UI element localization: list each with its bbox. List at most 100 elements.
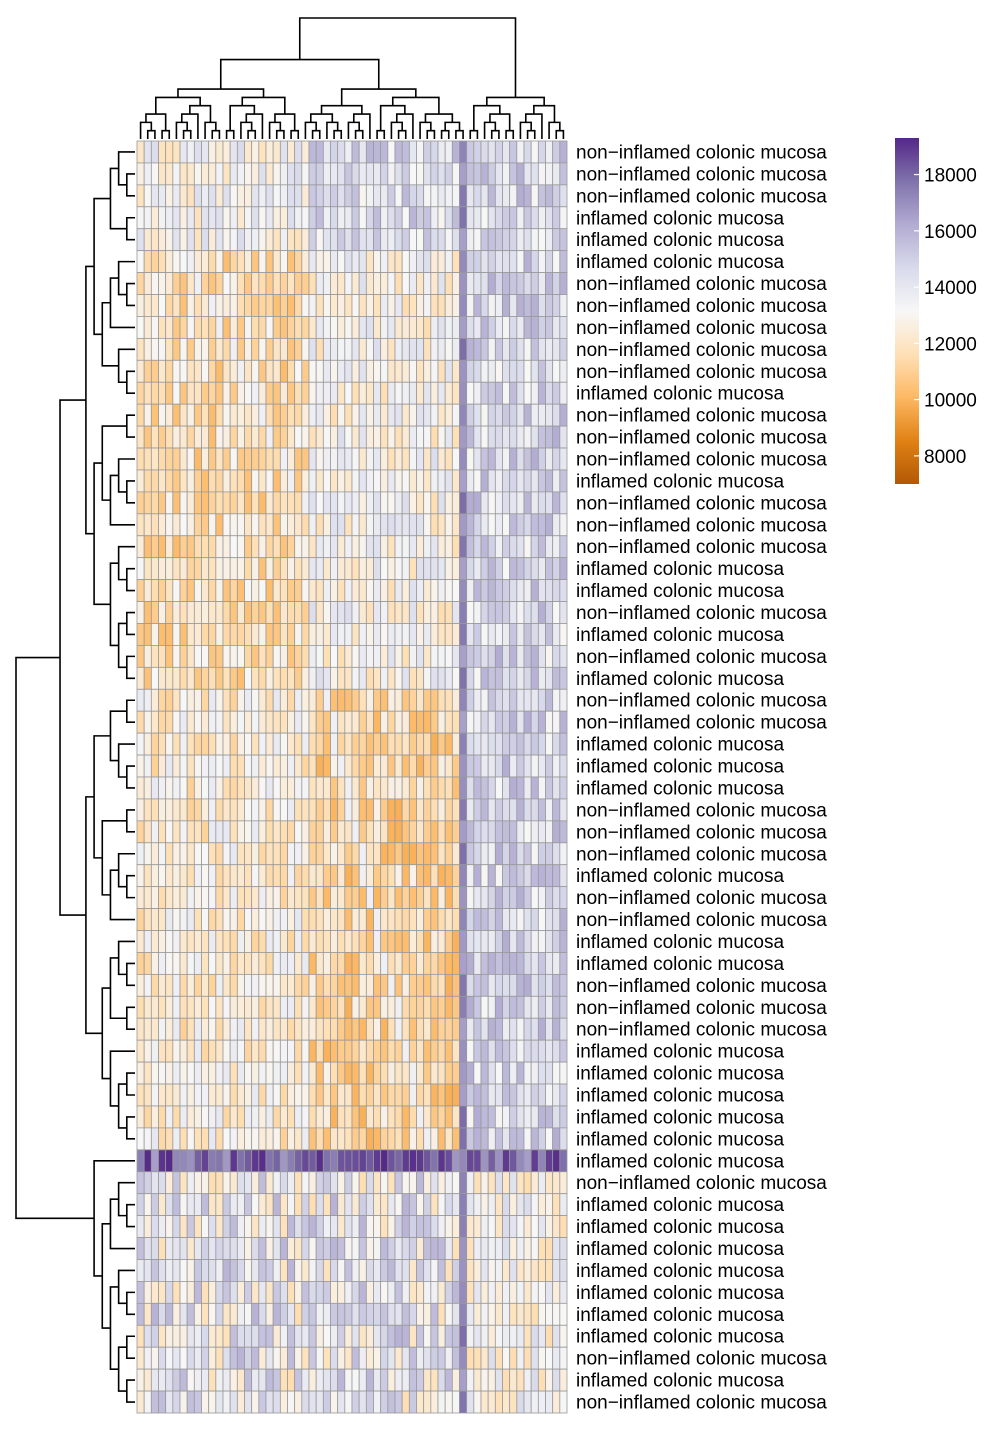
heatmap-cell: [416, 1346, 425, 1370]
heatmap-cell: [279, 1105, 288, 1129]
heatmap-cell: [387, 535, 396, 559]
heatmap-cell: [322, 579, 331, 602]
heatmap-cell: [365, 623, 374, 646]
heatmap-cell: [251, 469, 260, 493]
heatmap-cell: [387, 294, 396, 317]
heatmap-cell: [337, 579, 346, 602]
heatmap-cell: [215, 930, 224, 953]
heatmap-cell: [143, 1061, 152, 1085]
heatmap-cell: [444, 710, 453, 734]
heatmap-cell: [172, 601, 181, 624]
heatmap-cell: [208, 1105, 217, 1129]
row-label: inflamed colonic mucosa: [576, 1129, 784, 1150]
heatmap-cell: [158, 162, 167, 186]
heatmap-cell: [351, 447, 360, 471]
heatmap-cell: [229, 359, 238, 383]
dendrogram-branch: [555, 129, 565, 139]
heatmap-cell: [466, 1017, 475, 1041]
heatmap-cell: [294, 162, 303, 186]
heatmap-cell: [229, 206, 238, 230]
heatmap-cell: [516, 316, 525, 339]
heatmap-cell: [373, 1083, 382, 1107]
heatmap-cell: [487, 206, 496, 230]
heatmap-cell: [473, 710, 482, 734]
heatmap-cell: [401, 798, 410, 822]
heatmap-cell: [408, 754, 417, 778]
heatmap-cell: [380, 623, 389, 646]
heatmap-cell: [165, 1368, 174, 1392]
heatmap-cell: [158, 1105, 167, 1129]
heatmap-cell: [136, 820, 145, 844]
heatmap-cell: [523, 1017, 532, 1041]
heatmap-cell: [330, 995, 339, 1019]
heatmap-cell: [344, 579, 353, 602]
heatmap-cell: [201, 995, 210, 1019]
heatmap-cell: [279, 513, 288, 537]
heatmap-cell: [251, 272, 260, 295]
heatmap-cell: [165, 1083, 174, 1107]
heatmap-cell: [559, 864, 568, 888]
heatmap-cell: [158, 1324, 167, 1348]
heatmap-cell: [351, 403, 360, 427]
heatmap-cell: [437, 1302, 446, 1326]
heatmap-cell: [150, 666, 159, 690]
dendrogram-branch: [101, 987, 111, 1080]
heatmap-cell: [272, 732, 281, 756]
heatmap-cell: [222, 930, 231, 953]
heatmap-cell: [373, 798, 382, 822]
heatmap-cell: [272, 1324, 281, 1348]
heatmap-cell: [516, 688, 525, 712]
heatmap-cell: [487, 601, 496, 624]
heatmap-cell: [287, 798, 296, 822]
heatmap-cell: [394, 337, 403, 361]
heatmap-cell: [416, 886, 425, 909]
heatmap-cell: [179, 1368, 188, 1392]
heatmap-cell: [229, 1281, 238, 1304]
heatmap-cell: [150, 1324, 159, 1348]
heatmap-cell: [186, 381, 195, 405]
heatmap-cell: [430, 930, 439, 953]
heatmap-cell: [236, 886, 245, 909]
heatmap-cell: [537, 469, 546, 493]
heatmap-cell: [251, 666, 260, 690]
heatmap-cell: [287, 995, 296, 1019]
heatmap-cell: [315, 513, 324, 537]
heatmap-cell: [265, 491, 274, 515]
heatmap-cell: [294, 973, 303, 997]
heatmap-cell: [408, 1061, 417, 1085]
heatmap-cell: [509, 623, 518, 646]
heatmap-cell: [229, 425, 238, 449]
heatmap-cell: [136, 798, 145, 822]
heatmap-cell: [229, 1368, 238, 1392]
heatmap-cell: [416, 1324, 425, 1348]
heatmap-cell: [473, 930, 482, 953]
heatmap-cell: [294, 886, 303, 909]
heatmap-cell: [136, 1215, 145, 1238]
heatmap-cell: [351, 908, 360, 931]
heatmap-cell: [344, 1302, 353, 1326]
heatmap-cell: [337, 995, 346, 1019]
heatmap-cell: [358, 1390, 367, 1414]
heatmap-cell: [394, 162, 403, 186]
heatmap-cell: [172, 798, 181, 822]
heatmap-cell: [480, 820, 489, 844]
heatmap-cell: [523, 754, 532, 778]
heatmap-cell: [423, 579, 432, 602]
heatmap-cell: [193, 513, 202, 537]
heatmap-cell: [516, 1281, 525, 1304]
heatmap-cell: [380, 1346, 389, 1370]
heatmap-cell: [330, 140, 339, 164]
heatmap-cell: [444, 228, 453, 252]
heatmap-cell: [330, 1083, 339, 1107]
heatmap-cell: [559, 842, 568, 866]
heatmap-cell: [136, 294, 145, 317]
heatmap-cell: [523, 666, 532, 690]
heatmap-cell: [365, 425, 374, 449]
heatmap-cell: [394, 250, 403, 273]
dendrogram-branch: [419, 121, 432, 139]
heatmap-cell: [344, 140, 353, 164]
heatmap-cell: [516, 469, 525, 493]
heatmap-cell: [193, 359, 202, 383]
heatmap-cell: [358, 403, 367, 427]
heatmap-cell: [143, 688, 152, 712]
